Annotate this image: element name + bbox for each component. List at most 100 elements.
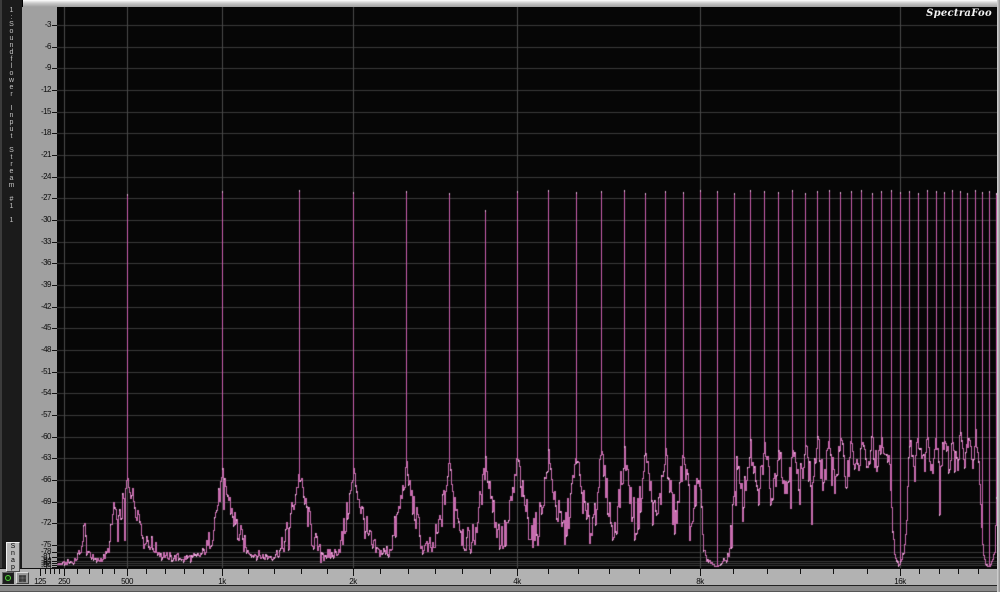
db-axis-ruler[interactable]: -3 -6 -9 -12 -15 -18 -21 -24 -27 -30 -33 -36 -39 -42 -… [22,7,58,568]
db-axis-label: -63 [40,453,52,463]
db-axis-label: -48 [40,345,52,354]
freq-axis-major-tick [700,569,701,576]
freq-axis-minor-tick [548,569,549,574]
db-axis-tick [52,371,57,373]
db-axis-label: -72 [40,518,52,528]
db-axis-label: -45 [40,323,52,333]
db-axis-label: -81 [40,552,52,561]
db-axis-tick [52,176,57,178]
freq-axis-minor-tick [102,569,103,574]
freq-axis-minor-tick [767,569,768,574]
freq-axis-minor-tick [184,569,185,574]
freq-axis-minor-tick [165,569,166,574]
freq-axis-major-tick [222,569,223,576]
freq-axis-minor-tick [54,569,55,574]
db-axis-label: -78 [40,547,52,556]
db-axis-label: -33 [40,236,52,246]
freq-axis-label: 8k [696,577,704,586]
db-axis-tick [52,46,57,48]
freq-axis-minor-tick [274,569,275,574]
db-axis-label: -18 [40,128,52,138]
db-axis-tick [52,111,57,113]
freq-axis-minor-tick [609,569,610,574]
db-axis-tick [52,25,57,26]
freq-axis-minor-tick [380,569,381,574]
spectrafoo-logo: SpectraFoo [926,8,992,19]
db-axis-label: -39 [40,280,52,289]
db-axis-tick [52,393,57,395]
db-axis-tick [52,480,57,481]
db-axis-label: -51 [40,366,52,376]
db-axis-tick [52,350,57,351]
spectrum-canvas[interactable] [57,7,997,568]
db-axis-tick [52,306,57,308]
db-axis-label: -69 [40,496,52,506]
db-axis-label: -54 [40,388,52,398]
freq-axis-major-tick [517,569,518,576]
freq-axis-minor-tick [248,569,249,574]
freq-axis-minor-tick [146,569,147,574]
db-axis-label: -66 [40,475,52,484]
db-axis-label: -90 [40,560,52,569]
db-axis-label: -87 [40,558,52,567]
freq-axis-minor-tick [490,569,491,574]
freq-axis-minor-tick [958,569,959,574]
db-axis-tick [52,155,57,156]
freq-axis-label: 16k [894,577,906,586]
channel-sidebar: 1:Soundflower Input Stream #1 1 [0,0,23,592]
freq-axis-minor-tick [919,569,920,574]
channel-active-button[interactable] [2,572,14,584]
freq-axis-label: 2k [349,577,357,586]
db-axis-tick [52,565,57,566]
db-axis-tick [52,90,57,91]
db-axis-label: -12 [40,85,52,94]
frequency-axis-ruler[interactable]: 125 250 500 1k 2k 4k 8k 16k [0,568,997,586]
grid-icon: ▦ [18,573,27,583]
freq-axis-minor-tick [435,569,436,574]
db-axis-tick [52,545,57,546]
db-axis-tick [52,436,57,438]
window-right-edge [997,0,1000,592]
freq-axis-minor-tick [578,569,579,574]
freq-axis-minor-tick [800,569,801,574]
freq-axis-major-tick [40,569,41,576]
display-options-button[interactable]: ▦ [16,572,29,584]
freq-axis-minor-tick [867,569,868,574]
db-axis-tick [52,133,57,135]
db-axis-tick [52,560,57,562]
snap-button-label: Snap [9,543,17,571]
db-axis-label: -84 [40,555,52,565]
freq-axis-label: 4k [513,577,521,586]
freq-axis-major-tick [64,569,65,576]
freq-axis-minor-tick [203,569,204,574]
freq-axis-label: 1k [218,577,226,586]
freq-axis-minor-tick [939,569,940,574]
freq-axis-minor-tick [327,569,328,574]
db-axis-label: -30 [40,215,52,224]
spectrum-plot: SpectraFoo [57,7,997,568]
green-status-icon [5,575,11,581]
db-axis-tick [52,523,57,525]
freq-axis-minor-tick [59,569,60,574]
db-axis-tick [52,68,57,70]
db-axis-tick [52,567,57,568]
db-axis-tick [52,458,57,460]
freq-axis-minor-tick [462,569,463,574]
freq-axis-minor-tick [833,569,834,574]
db-axis-label: -9 [44,63,52,73]
db-axis-tick [52,220,57,221]
freq-axis-minor-tick [670,569,671,574]
freq-axis-label: 125 [34,577,46,586]
db-axis-label: -15 [40,106,52,116]
db-axis-tick [52,415,57,416]
freq-axis-minor-tick [45,569,46,574]
channel-label: 1:Soundflower Input Stream #1 1 [8,7,15,224]
db-axis-label: -27 [40,193,52,203]
db-axis-label: -21 [40,150,52,159]
db-axis-label: -3 [44,20,52,29]
freq-axis-minor-tick [408,569,409,574]
window-bottom-edge [0,585,997,592]
snap-button[interactable]: Snap [6,542,20,572]
freq-axis-major-tick [353,569,354,576]
